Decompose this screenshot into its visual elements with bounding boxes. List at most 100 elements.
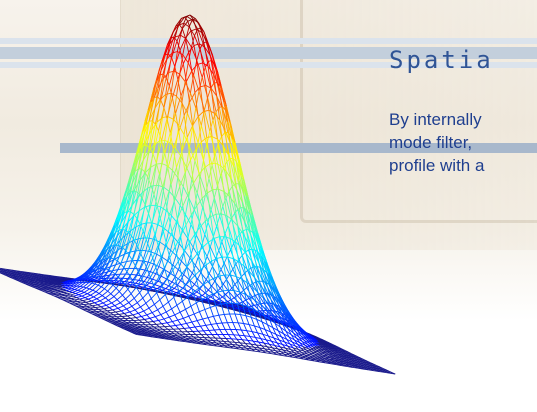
surface-mesh-segment xyxy=(121,229,126,231)
surface-mesh-segment xyxy=(110,246,115,256)
surface-mesh-segment xyxy=(94,283,99,286)
surface-mesh-segment xyxy=(207,97,214,121)
surface-mesh-segment xyxy=(148,194,155,214)
surface-mesh-segment xyxy=(105,268,110,271)
surface-mesh-segment xyxy=(201,296,208,301)
surface-mesh-segment xyxy=(185,214,192,225)
surface-mesh-segment xyxy=(105,297,109,301)
surface-mesh-segment xyxy=(169,113,177,133)
surface-mesh-segment xyxy=(103,307,110,310)
surface-mesh-segment xyxy=(270,353,277,355)
surface-mesh-segment xyxy=(265,292,270,305)
surface-mesh-segment xyxy=(186,321,192,324)
surface-mesh-segment xyxy=(200,324,206,327)
surface-mesh-segment xyxy=(260,304,267,310)
surface-mesh-segment xyxy=(222,290,227,304)
surface-mesh-segment xyxy=(102,302,107,306)
surface-mesh-segment xyxy=(158,276,163,287)
surface-mesh-segment xyxy=(144,319,148,323)
surface-mesh-segment xyxy=(235,276,240,292)
surface-mesh-segment xyxy=(183,252,188,268)
surface-mesh-segment xyxy=(154,284,161,288)
surface-mesh-segment xyxy=(222,206,229,226)
surface-mesh-segment xyxy=(197,318,203,322)
surface-mesh-segment xyxy=(238,348,245,351)
surface-mesh-segment xyxy=(91,276,98,284)
surface-mesh-segment xyxy=(150,184,155,195)
surface-mesh-segment xyxy=(68,285,75,289)
surface-mesh-segment xyxy=(295,345,301,349)
surface-mesh-segment xyxy=(153,194,158,207)
surface-mesh-segment xyxy=(147,154,154,178)
surface-mesh-segment xyxy=(106,302,112,306)
surface-mesh-segment xyxy=(276,319,281,328)
surface-mesh-segment xyxy=(95,286,102,293)
surface-mesh-segment xyxy=(154,123,159,131)
surface-mesh-segment xyxy=(262,333,269,337)
surface-mesh-segment xyxy=(231,219,239,227)
surface-mesh-segment xyxy=(241,329,247,332)
surface-mesh-segment xyxy=(207,209,212,223)
surface-mesh-segment xyxy=(103,271,108,277)
surface-mesh-segment xyxy=(173,222,178,238)
surface-mesh-segment xyxy=(283,333,288,340)
surface-mesh-segment xyxy=(200,269,205,285)
surface-mesh-segment xyxy=(202,317,209,320)
surface-mesh-segment xyxy=(266,272,271,286)
surface-mesh-segment xyxy=(240,246,247,254)
surface-mesh-segment xyxy=(150,162,157,185)
surface-mesh-segment xyxy=(200,325,204,332)
surface-mesh-segment xyxy=(168,338,174,341)
surface-mesh-segment xyxy=(114,258,118,262)
surface-mesh-segment xyxy=(260,338,267,341)
surface-mesh-segment xyxy=(178,115,185,132)
surface-mesh-segment xyxy=(127,232,132,237)
surface-mesh-segment xyxy=(163,186,170,192)
surface-mesh-segment xyxy=(110,287,117,295)
surface-mesh-segment xyxy=(211,285,218,293)
surface-mesh-segment xyxy=(113,323,118,327)
surface-mesh-segment xyxy=(148,213,153,224)
surface-mesh-segment xyxy=(203,97,209,111)
surface-mesh-segment xyxy=(203,284,208,297)
surface-mesh-segment xyxy=(197,62,203,65)
surface-mesh-segment xyxy=(219,275,224,291)
surface-mesh-segment xyxy=(196,291,203,296)
surface-mesh-segment xyxy=(224,236,229,258)
surface-mesh-segment xyxy=(192,19,197,30)
surface-mesh-segment xyxy=(140,253,145,262)
surface-mesh-segment xyxy=(168,53,172,58)
surface-mesh-segment xyxy=(128,297,135,303)
surface-mesh-segment xyxy=(211,261,216,278)
surface-mesh-segment xyxy=(274,323,279,331)
surface-mesh-segment xyxy=(178,131,183,152)
surface-mesh-segment xyxy=(225,294,232,301)
surface-mesh-segment xyxy=(178,327,185,330)
surface-mesh-segment xyxy=(186,259,193,268)
surface-mesh-segment xyxy=(142,231,147,240)
surface-mesh-segment xyxy=(138,261,145,273)
surface-mesh-segment xyxy=(237,322,242,331)
surface-mesh-segment xyxy=(152,257,157,268)
surface-mesh-segment xyxy=(173,201,178,220)
surface-mesh-segment xyxy=(189,102,194,126)
surface-mesh-segment xyxy=(98,308,105,310)
surface-mesh-segment xyxy=(102,259,107,267)
surface-mesh-segment xyxy=(137,312,142,317)
surface-mesh-segment xyxy=(104,246,111,259)
surface-mesh-segment xyxy=(202,62,209,67)
surface-mesh-segment xyxy=(83,282,90,288)
surface-mesh-segment xyxy=(119,245,124,249)
surface-mesh-segment xyxy=(167,301,173,310)
surface-mesh-segment xyxy=(192,107,197,127)
surface-mesh-segment xyxy=(276,354,282,356)
surface-mesh-segment xyxy=(223,314,228,323)
surface-mesh-segment xyxy=(102,290,108,296)
surface-mesh-segment xyxy=(227,154,235,167)
surface-mesh-segment xyxy=(256,319,261,328)
surface-mesh-segment xyxy=(171,308,176,316)
surface-mesh-segment xyxy=(183,22,190,28)
surface-mesh-segment xyxy=(179,186,184,207)
surface-mesh-segment xyxy=(150,163,157,168)
surface-mesh-segment xyxy=(107,309,113,312)
